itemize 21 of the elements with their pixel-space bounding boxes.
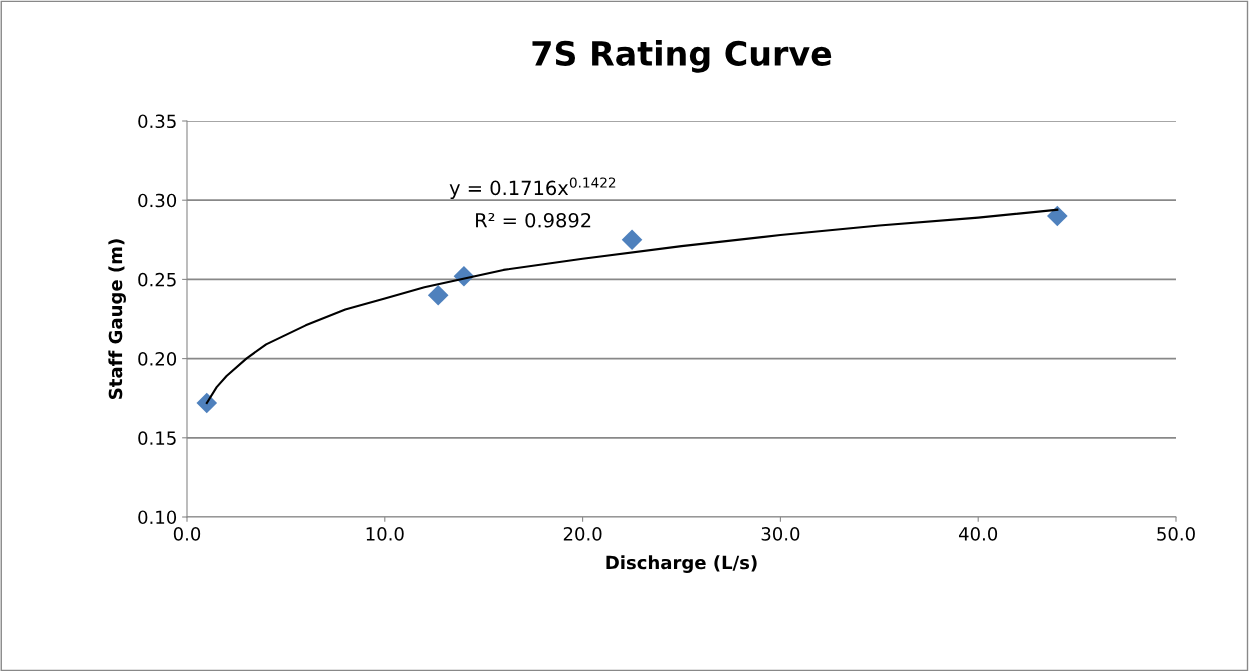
annotation: R² = 0.9892 <box>476 212 591 228</box>
annotation: y = 0.1716x$^{0.1422}$ <box>449 177 616 200</box>
y-tick-label: 0.15 <box>138 431 176 445</box>
y-tick-label: 0.10 <box>138 510 177 525</box>
x-tick-label: 20.0 <box>563 527 602 541</box>
y-tick-label: 0.25 <box>138 272 176 287</box>
y-axis-title: Staff Gauge (m) <box>108 239 126 399</box>
point <box>196 392 218 414</box>
chart-title: 7S Rating Curve <box>532 40 832 73</box>
x-tick-label: 0.0 <box>173 527 201 541</box>
point <box>621 229 643 251</box>
x-tick-label: 30.0 <box>761 527 800 541</box>
x-tick-label: 40.0 <box>958 527 998 541</box>
y-tick-label: 0.35 <box>138 114 176 129</box>
point <box>427 284 449 306</box>
point <box>1047 205 1068 227</box>
x-tick-label: 10.0 <box>366 527 404 541</box>
y-tick-label: 0.30 <box>138 193 177 208</box>
x-axis-title: Discharge (L/s) <box>606 555 757 573</box>
y-tick-label: 0.20 <box>138 352 177 366</box>
x-tick-label: 50.0 <box>1157 527 1195 541</box>
